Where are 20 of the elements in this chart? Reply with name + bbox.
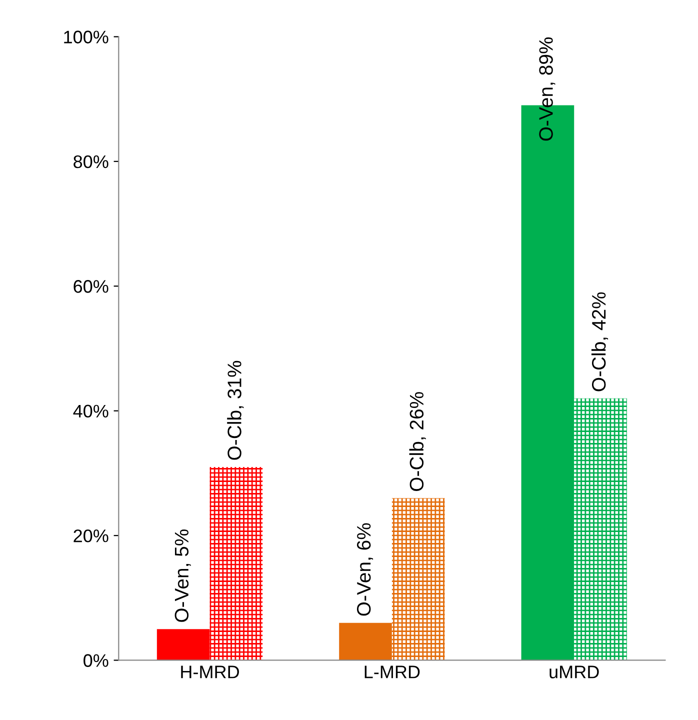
data-label: O-Ven, 89%: [539, 37, 556, 141]
y-tick-label: 40%: [73, 404, 108, 418]
y-tick-label: 60%: [74, 280, 108, 293]
y-tick-label: 80%: [74, 155, 108, 168]
x-tick-label: H-MRD: [181, 666, 239, 678]
bar: [574, 398, 627, 660]
data-label: O-Clb, 42%: [591, 292, 608, 392]
x-tick-label: uMRD: [550, 666, 599, 678]
x-tick-label: L-MRD: [364, 666, 420, 678]
data-label: O-Ven, 6%: [356, 523, 374, 616]
bar: [392, 498, 445, 660]
data-label: O-Clb, 26%: [409, 392, 426, 491]
y-tick-label: 100%: [64, 30, 108, 44]
bar: [210, 466, 263, 660]
bar: [156, 629, 210, 660]
y-tick-label: 0%: [84, 654, 108, 667]
y-tick-label: 20%: [74, 529, 108, 542]
data-label: O-Clb, 31%: [227, 360, 244, 460]
bar: [339, 622, 392, 660]
data-label: O-Ven, 5%: [174, 529, 191, 622]
